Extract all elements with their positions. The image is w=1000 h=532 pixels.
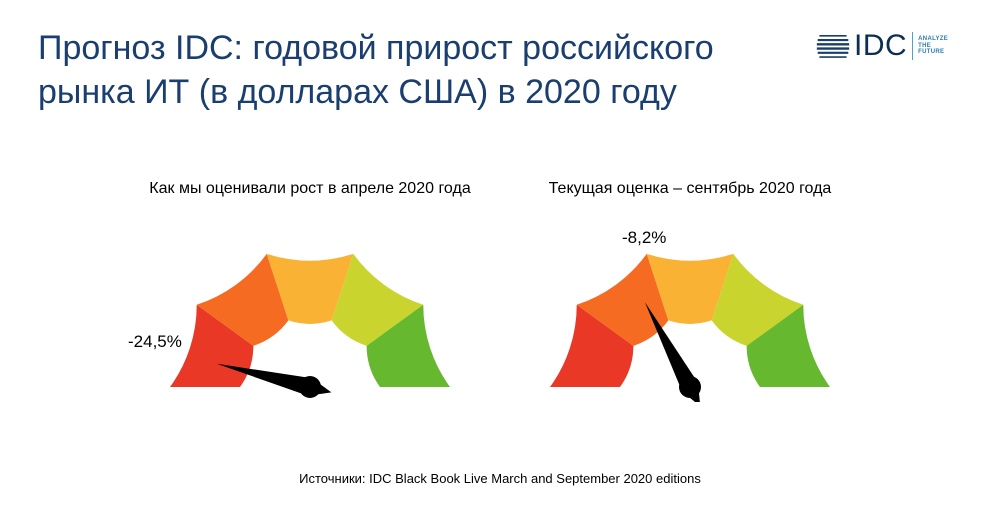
gauge-svg — [530, 232, 850, 402]
globe-icon — [816, 29, 850, 63]
idc-logo: IDC ANALYZE THE FUTURE — [816, 26, 974, 66]
logo-tagline-l1: ANALYZE — [918, 36, 948, 43]
gauge-september: Текущая оценка – сентябрь 2020 года -8,2… — [520, 180, 860, 402]
logo-tagline: ANALYZE THE FUTURE — [918, 36, 948, 56]
logo-tagline-l2: THE — [918, 43, 948, 50]
logo-tagline-l3: FUTURE — [918, 49, 948, 56]
footnote: Источники: IDC Black Book Live March and… — [0, 471, 1000, 486]
gauge-april: Как мы оценивали рост в апреле 2020 года… — [140, 180, 480, 402]
gauge-title: Текущая оценка – сентябрь 2020 года — [549, 180, 832, 202]
gauge-chart: -8,2% — [530, 232, 850, 402]
gauge-svg — [150, 232, 470, 402]
gauge-value-label: -8,2% — [622, 228, 666, 248]
gauge-value-label: -24,5% — [128, 332, 182, 352]
slide: Прогноз IDC: годовой прирост российского… — [0, 0, 1000, 532]
gauges-row: Как мы оценивали рост в апреле 2020 года… — [0, 180, 1000, 402]
logo-divider — [912, 32, 913, 60]
gauge-chart: -24,5% — [150, 232, 470, 402]
logo-brand-text: IDC — [854, 29, 907, 63]
page-title: Прогноз IDC: годовой прирост российского… — [38, 26, 793, 114]
gauge-title: Как мы оценивали рост в апреле 2020 года — [149, 180, 470, 202]
